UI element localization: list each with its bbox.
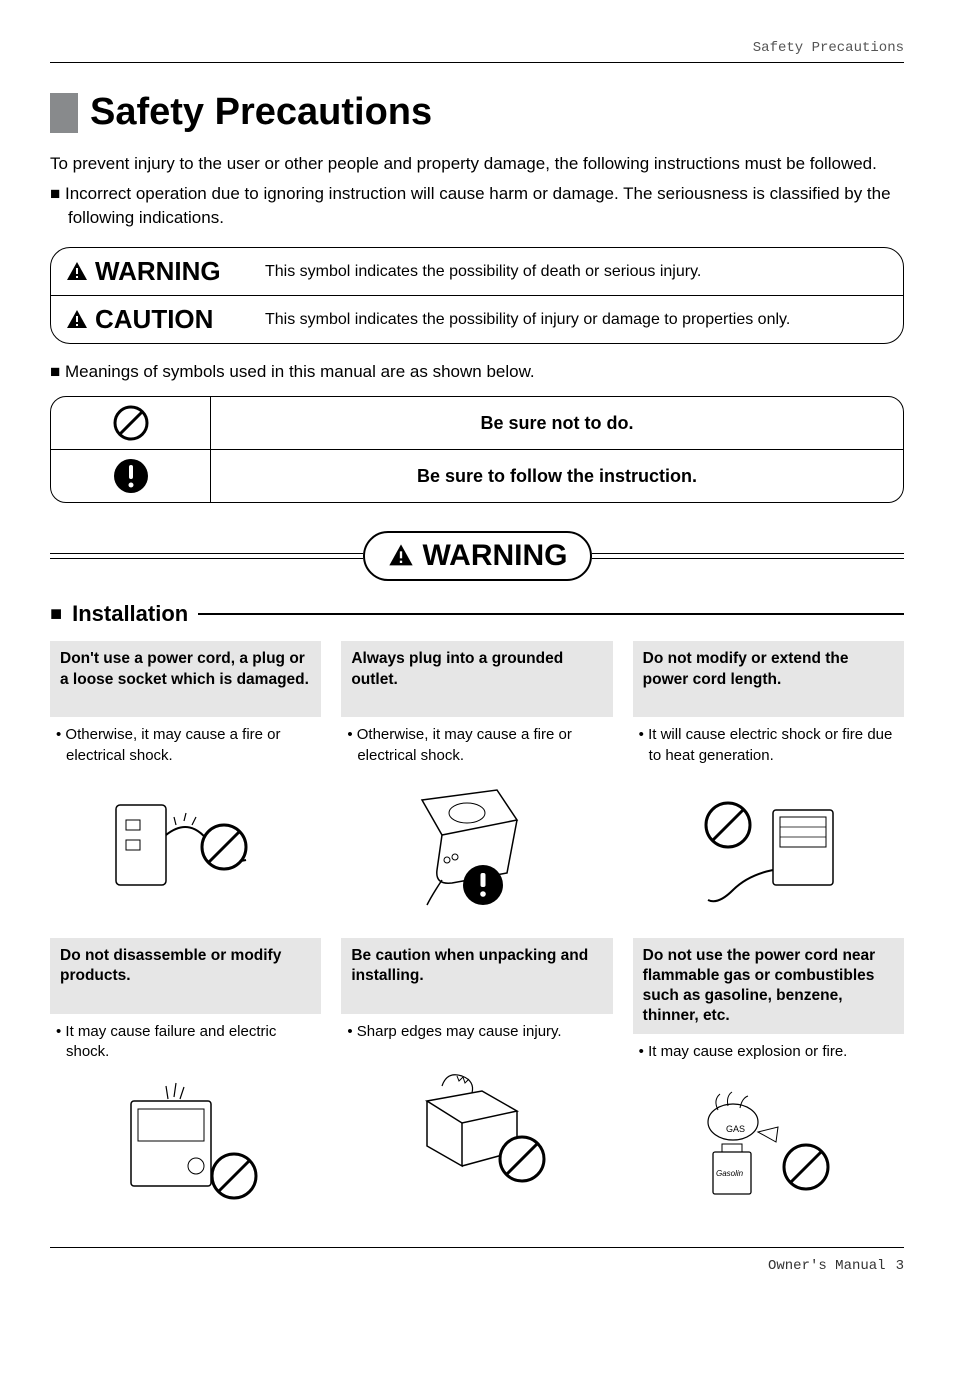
severity-row-caution: CAUTION This symbol indicates the possib… [51, 295, 903, 343]
card-body: Otherwise, it may cause a fire or electr… [341, 717, 612, 770]
severity-row-warning: WARNING This symbol indicates the possib… [51, 248, 903, 295]
card-bullet: Sharp edges may cause injury. [345, 1022, 608, 1042]
card-title: Always plug into a grounded outlet. [341, 641, 612, 717]
warning-label-text: WARNING [95, 256, 221, 287]
flammable-illustration: GAS Gasolin [678, 1072, 858, 1212]
card-illustration [341, 770, 612, 920]
footer-page-number: 3 [896, 1258, 904, 1274]
card-illustration [633, 770, 904, 920]
banner-pill: WARNING [363, 531, 592, 581]
caution-description: This symbol indicates the possibility of… [265, 311, 790, 329]
card-no-modify-cord: Do not modify or extend the power cord l… [633, 641, 904, 920]
title-row: Safety Precautions [50, 91, 904, 134]
mandatory-symbol-cell [51, 450, 211, 502]
warning-triangle-icon [65, 260, 89, 284]
precaution-grid: Don't use a power cord, a plug or a loos… [50, 641, 904, 1216]
card-bullet: It may cause failure and electric shock. [54, 1022, 317, 1063]
card-title: Be caution when unpacking and installing… [341, 938, 612, 1014]
card-no-disassemble: Do not disassemble or modify products. I… [50, 938, 321, 1217]
card-bullet: It will cause electric shock or fire due… [637, 725, 900, 766]
card-bullet: It may cause explosion or fire. [637, 1042, 900, 1062]
card-unpacking-caution: Be caution when unpacking and installing… [341, 938, 612, 1217]
card-title: Do not disassemble or modify products. [50, 938, 321, 1014]
symbol-meaning-table: Be sure not to do. Be sure to follow the… [50, 396, 904, 503]
card-body: It may cause explosion or fire. [633, 1034, 904, 1066]
symbol-row-prohibit: Be sure not to do. [51, 397, 903, 449]
card-grounded-outlet: Always plug into a grounded outlet. Othe… [341, 641, 612, 920]
card-body: Sharp edges may cause injury. [341, 1014, 612, 1046]
grounded-outlet-illustration [387, 775, 567, 915]
footer-manual-label: Owner's Manual [768, 1258, 886, 1274]
running-header: Safety Precautions [50, 40, 904, 63]
card-illustration [341, 1046, 612, 1196]
symbol-row-mandatory: Be sure to follow the instruction. [51, 449, 903, 502]
page: ENGLISH Safety Precautions Safety Precau… [0, 0, 954, 1304]
card-body: It may cause failure and electric shock. [50, 1014, 321, 1067]
prohibit-meaning-text: Be sure not to do. [211, 397, 903, 449]
banner-line-right [592, 553, 905, 559]
card-illustration: GAS Gasolin [633, 1067, 904, 1217]
card-title: Do not modify or extend the power cord l… [633, 641, 904, 717]
subsection-title-text: Installation [72, 601, 188, 627]
mandatory-meaning-text: Be sure to follow the instruction. [211, 450, 903, 502]
warning-section-banner: WARNING [50, 531, 904, 581]
intro-paragraph-1: To prevent injury to the user or other p… [50, 152, 904, 176]
card-title: Don't use a power cord, a plug or a loos… [50, 641, 321, 717]
prohibit-symbol-cell [51, 397, 211, 449]
card-body: It will cause electric shock or fire due… [633, 717, 904, 770]
subsection-installation-title: Installation [50, 601, 904, 627]
card-title: Do not use the power cord near flammable… [633, 938, 904, 1035]
caution-label-text: CAUTION [95, 304, 213, 335]
page-title: Safety Precautions [90, 91, 432, 134]
card-body: Otherwise, it may cause a fire or electr… [50, 717, 321, 770]
unpacking-illustration [387, 1051, 567, 1191]
warning-description: This symbol indicates the possibility of… [265, 263, 701, 281]
meanings-intro-line: Meanings of symbols used in this manual … [50, 362, 904, 382]
warning-label: WARNING [65, 256, 265, 287]
gas-label: GAS [726, 1124, 745, 1134]
mandatory-icon [111, 456, 151, 496]
page-footer: Owner's Manual 3 [50, 1247, 904, 1274]
card-no-flammable: Do not use the power cord near flammable… [633, 938, 904, 1217]
severity-legend-box: WARNING This symbol indicates the possib… [50, 247, 904, 344]
prohibit-icon [111, 403, 151, 443]
damaged-plug-illustration [96, 775, 276, 915]
title-accent-block [50, 93, 78, 133]
intro-paragraph-2: Incorrect operation due to ignoring inst… [50, 182, 904, 230]
extend-cord-illustration [678, 775, 858, 915]
caution-label: CAUTION [65, 304, 265, 335]
banner-label-text: WARNING [423, 539, 568, 573]
card-damaged-cord: Don't use a power cord, a plug or a loos… [50, 641, 321, 920]
card-bullet: Otherwise, it may cause a fire or electr… [54, 725, 317, 766]
subsection-title-line [198, 613, 904, 615]
disassemble-illustration [96, 1071, 276, 1211]
banner-warning-icon [387, 542, 415, 570]
gasolin-label: Gasolin [716, 1169, 744, 1178]
card-illustration [50, 1066, 321, 1216]
card-bullet: Otherwise, it may cause a fire or electr… [345, 725, 608, 766]
card-illustration [50, 770, 321, 920]
banner-line-left [50, 553, 363, 559]
caution-triangle-icon [65, 308, 89, 332]
